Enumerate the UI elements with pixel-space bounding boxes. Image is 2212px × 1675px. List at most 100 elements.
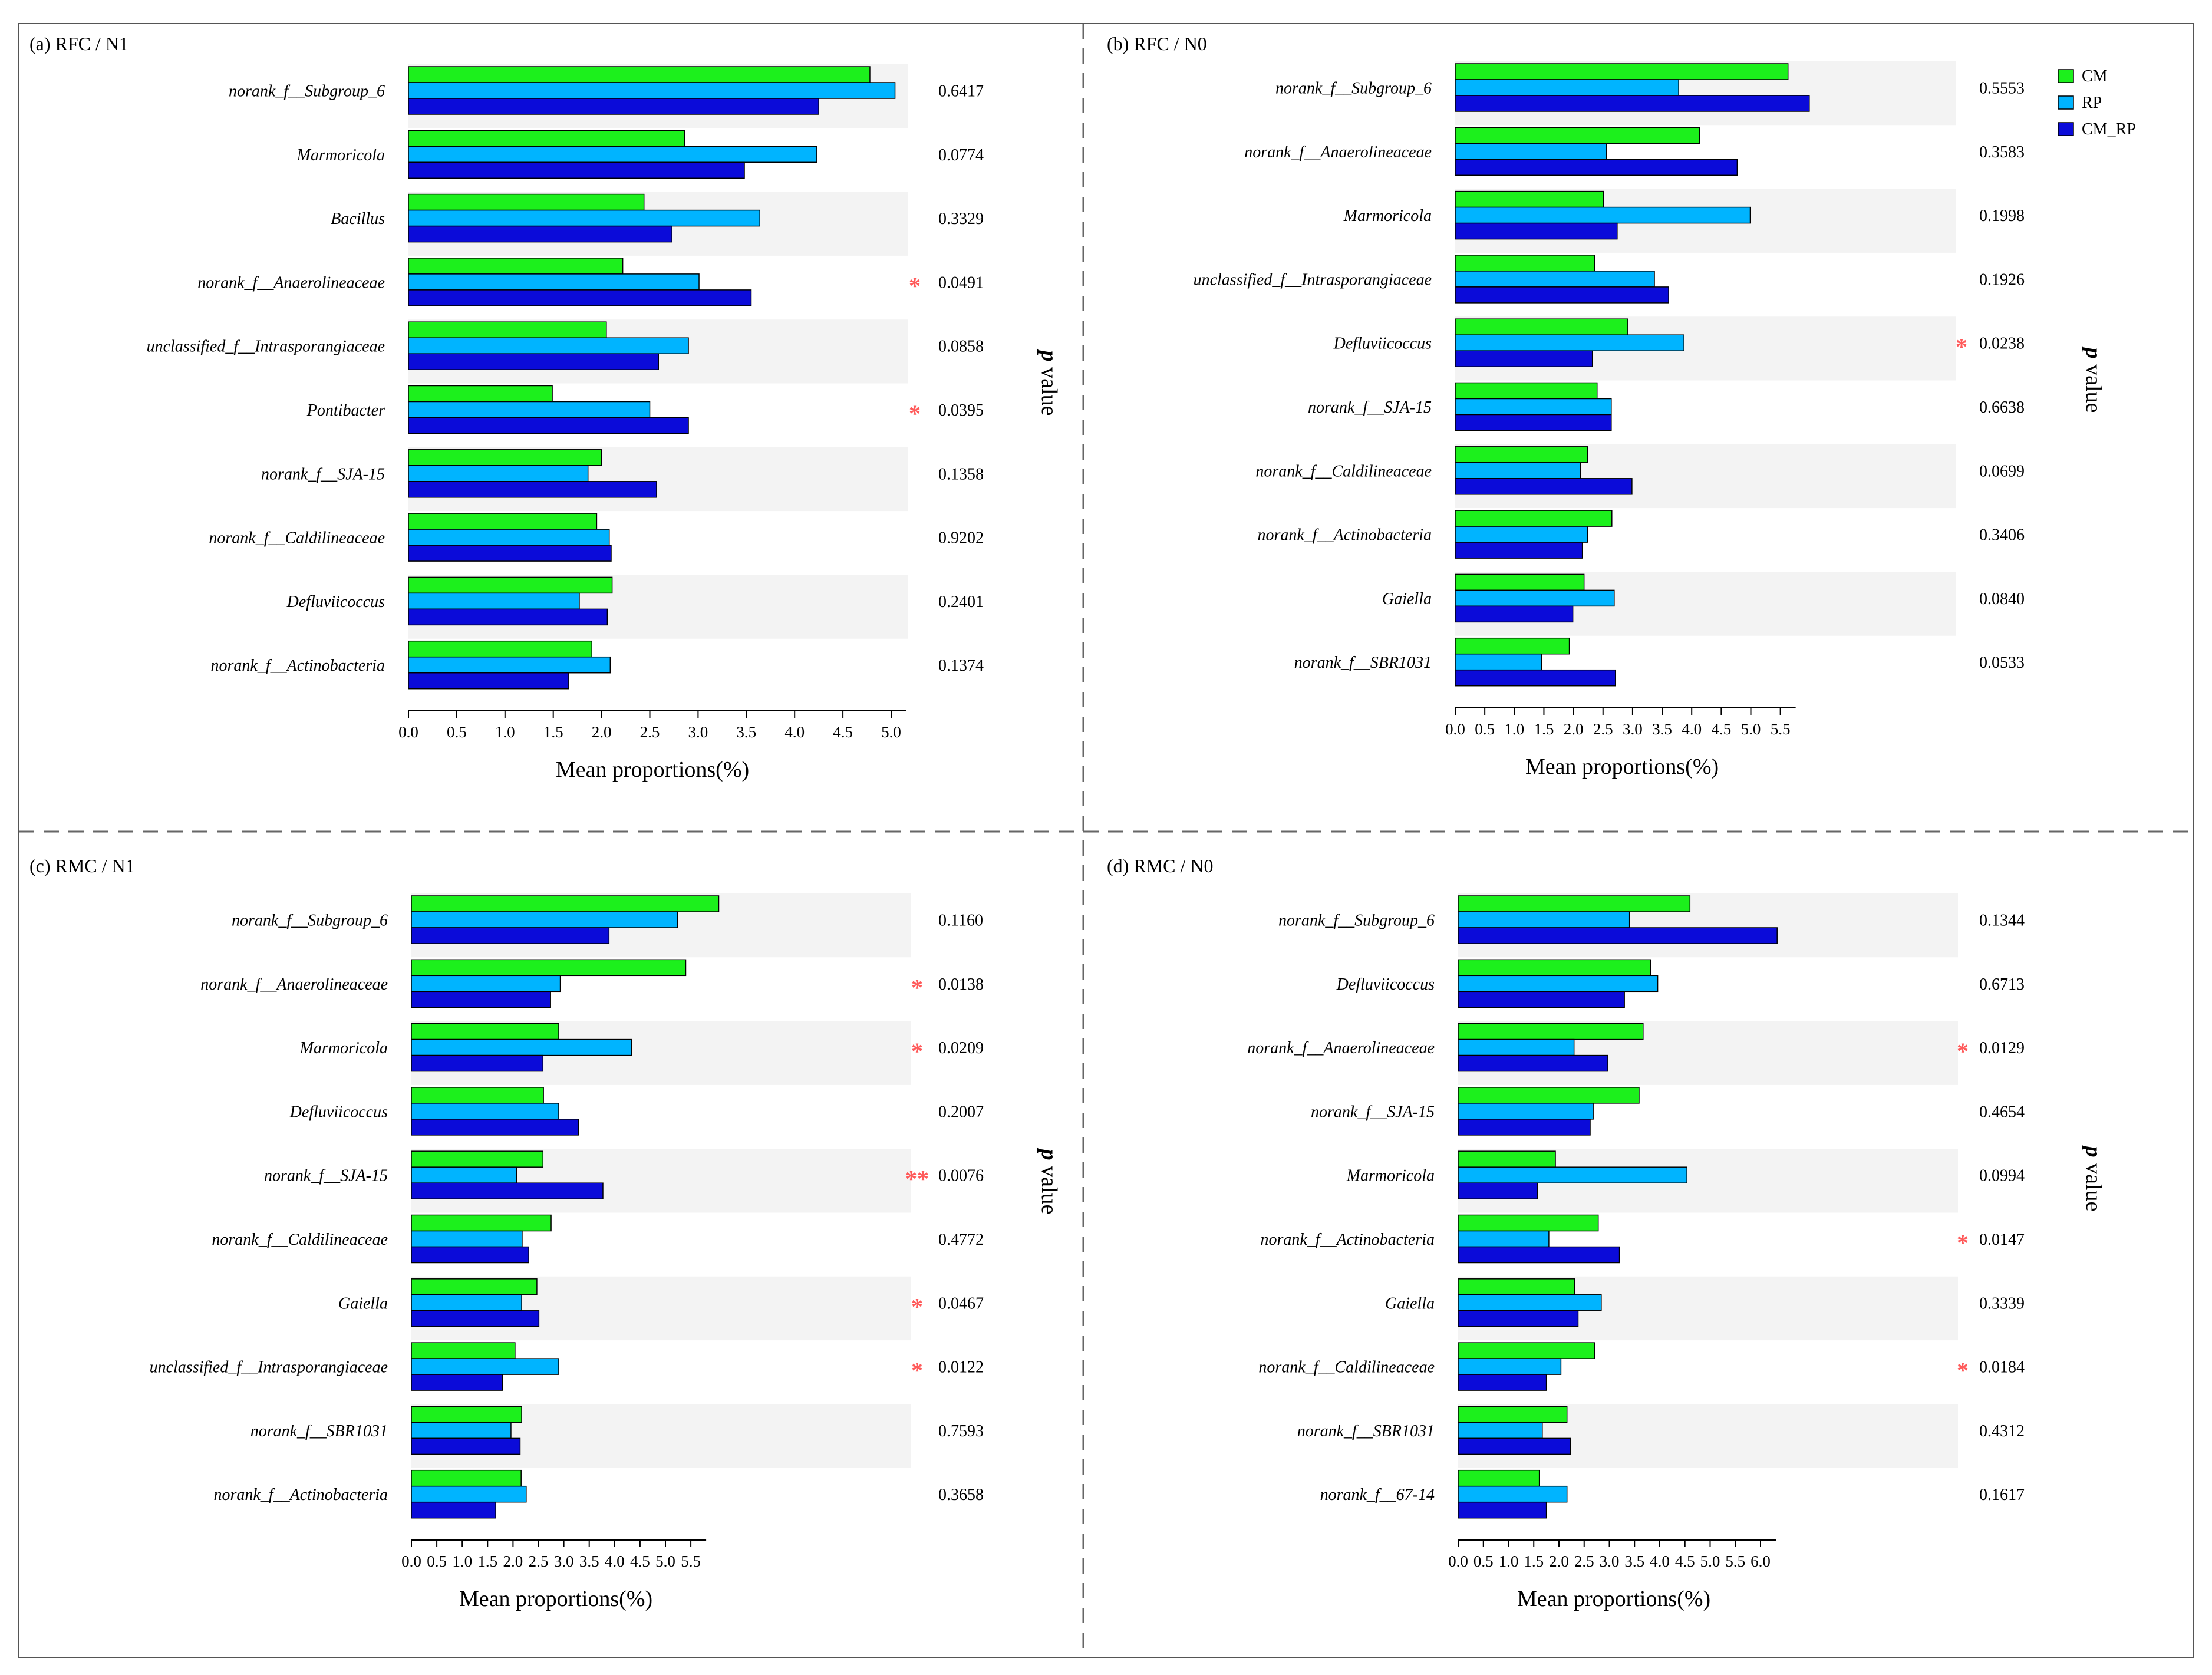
p-value-label: 0.1160	[938, 912, 983, 930]
bar-rp	[411, 911, 678, 928]
bar-cm-rp	[1455, 222, 1618, 240]
bar-cm-rp	[411, 1501, 496, 1519]
bar-cm-rp	[1455, 350, 1593, 367]
x-tick-label: 0.0	[1445, 720, 1465, 738]
bar-rp	[408, 656, 611, 674]
significance-mark: *	[911, 974, 923, 1001]
bar-cm-rp	[408, 98, 819, 115]
p-value-label: 0.0699	[1979, 462, 2025, 480]
x-tick-label: 4.5	[1711, 720, 1731, 738]
x-tick-label: 0.5	[427, 1552, 447, 1570]
x-tick-label: 2.0	[503, 1552, 523, 1570]
bar-cm	[1458, 1214, 1599, 1232]
bar-rp	[408, 465, 589, 482]
p-value-label: 0.2401	[938, 593, 984, 611]
bar-cm	[1455, 127, 1700, 144]
category-label: norank_f__SJA-15	[1311, 1103, 1435, 1121]
bar-rp	[411, 1103, 559, 1120]
bar-rp	[1455, 589, 1615, 607]
bar-cm-rp	[1458, 1182, 1538, 1199]
bar-cm-rp	[408, 353, 659, 370]
x-tick-label: 0.5	[447, 723, 467, 741]
bar-rp	[1458, 1485, 1568, 1503]
category-label: unclassified_f__Intrasporangiaceae	[150, 1359, 388, 1377]
bar-rp	[1455, 143, 1607, 160]
x-tick-label: 3.5	[1652, 720, 1672, 738]
bar-cm	[1458, 1342, 1595, 1359]
x-tick-label: 5.0	[881, 723, 901, 741]
p-value-label: 0.3406	[1979, 526, 2025, 545]
bar-cm	[1458, 959, 1651, 977]
category-label: norank_f__Actinobacteria	[1257, 526, 1432, 545]
bar-cm-rp	[411, 1246, 529, 1264]
x-tick-label: 2.5	[1593, 720, 1613, 738]
category-label: norank_f__Caldilineaceae	[1258, 1359, 1435, 1377]
significance-mark: *	[911, 1038, 923, 1064]
bar-rp	[411, 1230, 523, 1248]
bar-rp	[1455, 271, 1655, 288]
x-tick-label: 1.0	[495, 723, 515, 741]
bar-rp	[1455, 398, 1612, 416]
x-tick-label: 0.5	[1473, 1552, 1494, 1570]
category-label: norank_f__Anaerolineaceae	[1247, 1039, 1435, 1057]
p-letter: p	[2081, 1145, 2106, 1158]
panel-title: (d) RMC / N0	[1107, 855, 1213, 876]
bar-rp	[408, 401, 651, 418]
category-label: Gaiella	[1385, 1294, 1435, 1313]
panel-c: (c) RMC / N1 norank_f__Subgroup_6 0.1160 no…	[29, 855, 1062, 1611]
category-label: norank_f__Anaerolineaceae	[197, 273, 385, 292]
bar-cm-rp	[1455, 414, 1612, 431]
legend-label: CM	[2082, 67, 2108, 85]
significance-mark: *	[1956, 334, 1967, 360]
p-value-label: 0.1374	[938, 657, 984, 675]
category-label: Gaiella	[338, 1294, 388, 1313]
category-label: norank_f__SJA-15	[261, 465, 385, 483]
value-word: value	[1037, 1160, 1062, 1215]
x-tick-label: 3.0	[688, 723, 708, 741]
bar-cm-rp	[411, 1119, 579, 1136]
bar-cm	[1455, 510, 1613, 527]
x-tick-label: 0.0	[1448, 1552, 1468, 1570]
bar-rp	[408, 529, 610, 546]
bar-cm-rp	[1455, 605, 1574, 623]
significance-mark: *	[911, 1357, 923, 1384]
x-tick-label: 4.0	[605, 1552, 625, 1570]
p-value-label: 0.0238	[1979, 335, 2025, 353]
p-value-label: 0.6713	[1979, 975, 2025, 994]
p-value-label: 0.3339	[1979, 1294, 2025, 1313]
bar-cm	[1455, 637, 1570, 655]
p-value-label: 0.4312	[1979, 1422, 2025, 1440]
panel-title: (a) RFC / N1	[29, 33, 128, 54]
x-tick-label: 3.0	[1623, 720, 1643, 738]
category-label: norank_f__SBR1031	[250, 1422, 388, 1440]
bar-cm-rp	[411, 927, 610, 944]
bar-rp	[411, 1485, 527, 1503]
value-word: value	[2081, 359, 2106, 413]
bar-rp	[411, 1166, 517, 1183]
bar-rp	[1458, 1166, 1687, 1183]
legend-swatch-cm-rp	[2058, 122, 2074, 136]
p-value-label: 0.1998	[1979, 207, 2025, 225]
category-label: norank_f__SJA-15	[264, 1167, 388, 1185]
bar-rp	[411, 1038, 632, 1056]
bar-cm	[411, 1023, 559, 1040]
p-value-axis-title: p value	[1037, 349, 1062, 416]
panel-title: (c) RMC / N1	[29, 855, 135, 876]
category-label: norank_f__Caldilineaceae	[212, 1231, 388, 1249]
category-label: Marmoricola	[1346, 1167, 1435, 1185]
x-tick-label: 4.5	[833, 723, 853, 741]
bar-cm	[1458, 1469, 1540, 1487]
bar-cm	[408, 449, 602, 466]
bar-rp	[1458, 1294, 1602, 1311]
category-label: Marmoricola	[299, 1039, 388, 1057]
bar-cm-rp	[1455, 542, 1583, 559]
bar-rp	[1455, 653, 1542, 671]
x-tick-label: 3.5	[579, 1552, 599, 1570]
bar-cm-rp	[411, 991, 551, 1008]
category-label: norank_f__Subgroup_6	[229, 83, 385, 101]
bar-rp	[1455, 462, 1581, 479]
p-value-label: 0.3329	[938, 210, 984, 228]
category-label: Pontibacter	[306, 401, 385, 420]
x-tick-label: 2.5	[640, 723, 660, 741]
value-word: value	[1037, 362, 1062, 416]
